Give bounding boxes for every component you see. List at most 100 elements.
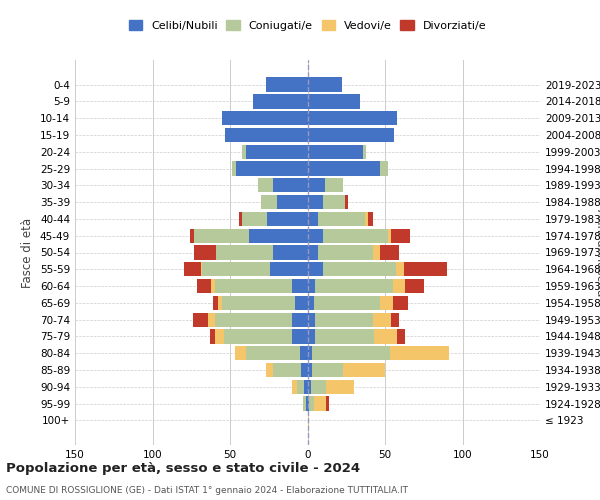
Bar [258,178,274,192]
Bar [315,312,373,327]
Bar [190,228,194,243]
Bar [368,212,373,226]
Bar [380,162,388,175]
Bar [215,279,292,293]
Bar [380,296,393,310]
Bar [308,413,309,428]
Bar [308,128,394,142]
Bar [215,330,224,344]
Bar [277,195,308,210]
Bar [308,144,364,159]
Bar [389,346,449,360]
Bar [210,330,215,344]
Bar [236,162,308,175]
Bar [308,363,312,377]
Bar [323,262,396,276]
Bar [308,396,309,410]
Bar [314,396,326,410]
Bar [364,144,367,159]
Bar [213,296,218,310]
Bar [343,363,385,377]
Bar [308,312,315,327]
Bar [300,346,308,360]
Bar [292,330,308,344]
Bar [319,246,373,260]
Bar [323,195,344,210]
Bar [271,262,308,276]
Bar [303,396,306,410]
Bar [308,212,319,226]
Bar [194,228,248,243]
Bar [308,94,360,108]
Bar [373,312,391,327]
Bar [245,144,308,159]
Bar [404,262,447,276]
Bar [308,380,311,394]
Bar [393,279,405,293]
Bar [292,279,308,293]
Bar [380,246,399,260]
Bar [235,346,245,360]
Bar [388,228,391,243]
Bar [218,296,222,310]
Bar [202,262,271,276]
Bar [301,363,308,377]
Bar [396,262,404,276]
Bar [274,363,301,377]
Bar [184,262,200,276]
Bar [308,246,319,260]
Y-axis label: Anni di nascita: Anni di nascita [594,209,600,296]
Bar [323,228,388,243]
Bar [208,312,215,327]
Bar [315,279,393,293]
Bar [308,279,315,293]
Bar [216,246,274,260]
Bar [308,296,314,310]
Bar [304,380,308,394]
Bar [296,380,304,394]
Bar [319,212,365,226]
Bar [312,363,343,377]
Bar [253,94,308,108]
Bar [242,212,267,226]
Bar [308,111,397,126]
Bar [215,312,292,327]
Bar [325,178,343,192]
Legend: Celibi/Nubili, Coniugati/e, Vedovi/e, Divorziati/e: Celibi/Nubili, Coniugati/e, Vedovi/e, Di… [124,16,491,35]
Bar [308,346,312,360]
Y-axis label: Fasce di età: Fasce di età [22,218,34,288]
Bar [391,228,410,243]
Bar [308,178,325,192]
Bar [222,296,295,310]
Bar [374,330,397,344]
Bar [261,195,277,210]
Bar [397,330,405,344]
Bar [312,346,389,360]
Bar [308,78,341,92]
Bar [393,296,408,310]
Bar [344,195,348,210]
Bar [266,78,308,92]
Bar [267,212,308,226]
Bar [295,296,308,310]
Bar [365,212,368,226]
Bar [391,312,399,327]
Bar [242,144,245,159]
Text: COMUNE DI ROSSIGLIONE (GE) - Dati ISTAT 1° gennaio 2024 - Elaborazione TUTTITALI: COMUNE DI ROSSIGLIONE (GE) - Dati ISTAT … [6,486,408,495]
Bar [308,262,323,276]
Bar [326,396,329,410]
Bar [193,312,208,327]
Bar [326,380,354,394]
Bar [239,212,242,226]
Bar [245,346,300,360]
Bar [308,195,323,210]
Bar [373,246,380,260]
Bar [314,296,380,310]
Text: Popolazione per età, sesso e stato civile - 2024: Popolazione per età, sesso e stato civil… [6,462,360,475]
Bar [211,279,215,293]
Bar [308,162,380,175]
Bar [222,111,308,126]
Bar [274,246,308,260]
Bar [226,128,308,142]
Bar [311,380,326,394]
